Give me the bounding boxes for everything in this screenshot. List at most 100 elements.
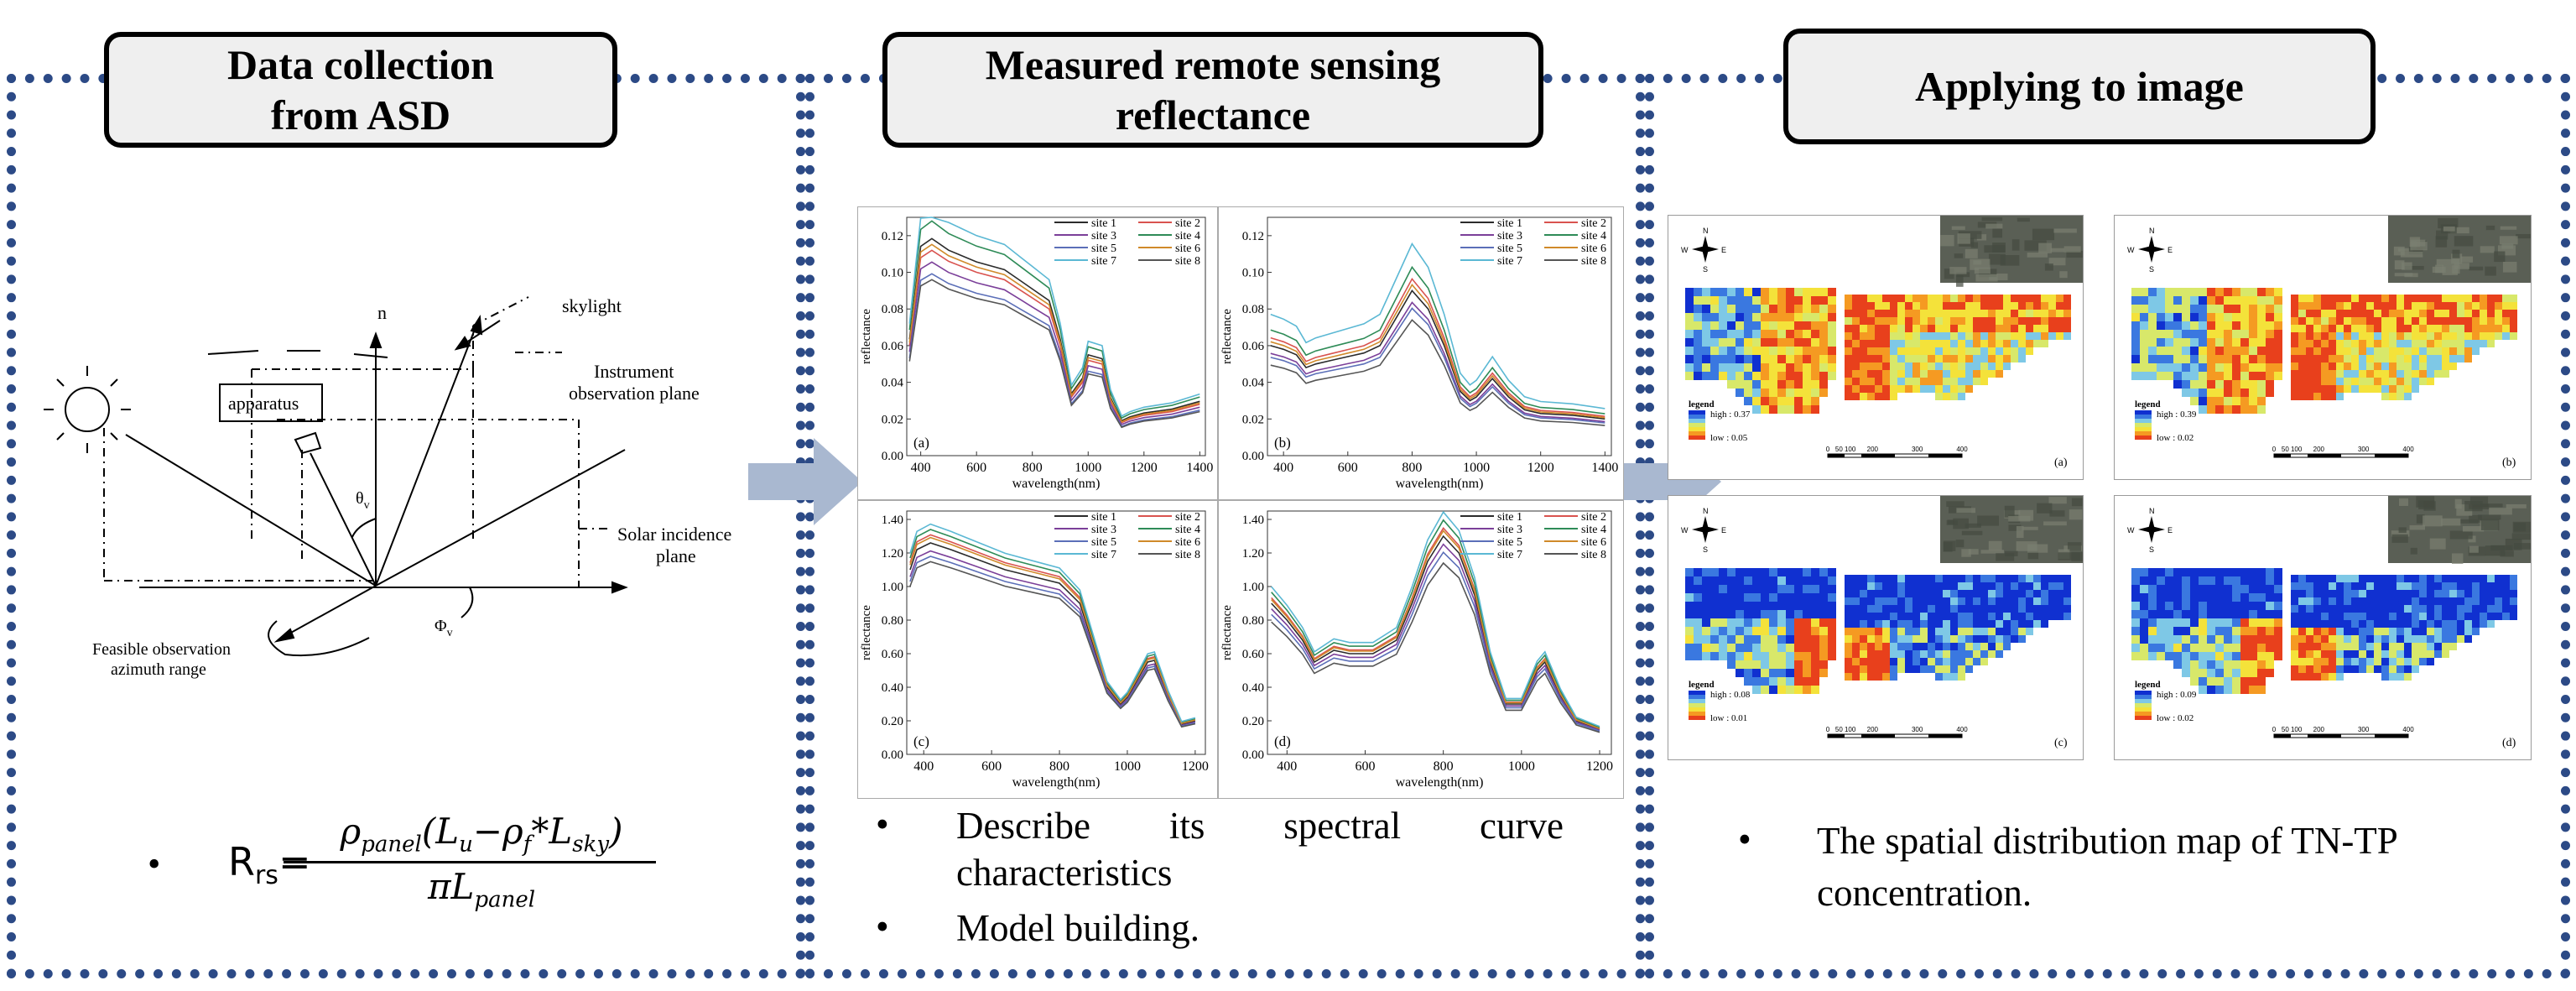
map-cell bbox=[1965, 643, 1973, 650]
map-cell bbox=[2033, 597, 2041, 605]
map-cell bbox=[2249, 288, 2257, 296]
scale-bar bbox=[1828, 734, 1845, 738]
map-cell bbox=[1694, 593, 1702, 602]
map-cell bbox=[2329, 650, 2336, 658]
map-cell bbox=[2313, 310, 2321, 317]
map-cell bbox=[1727, 347, 1736, 355]
label-solar-2: plane bbox=[656, 545, 696, 566]
map-cell bbox=[2298, 605, 2306, 613]
compass-icon bbox=[2138, 526, 2165, 533]
map-cell bbox=[2510, 582, 2517, 590]
satellite-texture bbox=[2044, 263, 2053, 271]
map-cell bbox=[2298, 325, 2306, 332]
map-cell bbox=[1794, 593, 1803, 602]
map-cell bbox=[1811, 686, 1819, 694]
map-cell bbox=[2427, 635, 2434, 643]
map-cell bbox=[2011, 295, 2018, 302]
map-cell bbox=[2041, 340, 2048, 347]
scale-bar bbox=[2274, 454, 2291, 457]
y-tick-label: 0.00 bbox=[882, 450, 903, 463]
legend-label: site 8 bbox=[1581, 255, 1606, 268]
map-cell bbox=[2434, 362, 2442, 370]
satellite-texture bbox=[1970, 242, 1979, 248]
map-cell bbox=[1950, 317, 1958, 325]
bullet-mid-1-marker: • bbox=[876, 803, 889, 845]
map-cell bbox=[1786, 405, 1794, 414]
map-cell bbox=[2464, 347, 2472, 355]
map-legend-swatch bbox=[1689, 410, 1705, 415]
map-cell bbox=[2056, 605, 2063, 613]
map-cell bbox=[1761, 330, 1769, 338]
map-cell bbox=[2412, 347, 2419, 355]
satellite-texture bbox=[2513, 543, 2532, 550]
map-cell bbox=[2240, 627, 2249, 635]
map-cell bbox=[1710, 355, 1719, 363]
compass-letter: N bbox=[2149, 227, 2155, 235]
map-cell bbox=[2404, 347, 2412, 355]
map-cell bbox=[1996, 332, 2003, 340]
map-cell bbox=[2336, 332, 2344, 340]
map-cell bbox=[2472, 317, 2480, 325]
map-cell bbox=[1719, 610, 1727, 618]
map-cell bbox=[1867, 378, 1875, 385]
map-cell bbox=[2157, 288, 2165, 296]
map-cell bbox=[2336, 582, 2344, 590]
map-cell bbox=[2003, 295, 2011, 302]
map-cell bbox=[2266, 313, 2274, 321]
scale-bar-label: 300 bbox=[1912, 446, 1923, 453]
map-cell bbox=[2396, 317, 2404, 325]
map-cell bbox=[1761, 602, 1769, 610]
map-cell bbox=[2487, 582, 2495, 590]
map-cell bbox=[2003, 317, 2011, 325]
legend-label: site 8 bbox=[1175, 549, 1200, 561]
map-cell bbox=[1965, 378, 1973, 385]
map-cell bbox=[2249, 585, 2257, 593]
map-cell bbox=[1905, 575, 1912, 582]
map-cell bbox=[1727, 585, 1736, 593]
map-cell bbox=[2480, 620, 2487, 628]
map-cell bbox=[1769, 372, 1777, 380]
map-cell bbox=[1761, 627, 1769, 635]
map-cell bbox=[2344, 385, 2351, 393]
map-cell bbox=[2419, 302, 2427, 310]
map-cell bbox=[1867, 665, 1875, 673]
map-cell bbox=[2374, 317, 2381, 325]
map-cell bbox=[1980, 605, 1988, 613]
map-cell bbox=[1803, 618, 1811, 627]
map-cell bbox=[1744, 610, 1752, 618]
map-cell bbox=[2003, 355, 2011, 362]
satellite-texture bbox=[2502, 261, 2517, 273]
map-cell bbox=[1744, 627, 1752, 635]
map-cell bbox=[2306, 347, 2313, 355]
map-cell bbox=[1710, 644, 1719, 652]
map-cell bbox=[2215, 660, 2224, 669]
map-cell bbox=[1867, 620, 1875, 628]
map-cell bbox=[2157, 305, 2165, 313]
map-cell bbox=[1890, 310, 1897, 317]
map-legend-swatch bbox=[1689, 695, 1705, 699]
map-cell bbox=[1803, 380, 1811, 389]
map-cell bbox=[1875, 620, 1882, 628]
map-cell bbox=[2056, 582, 2063, 590]
label-n: n bbox=[377, 302, 387, 323]
map-cell bbox=[2419, 590, 2427, 597]
map-cell bbox=[2329, 370, 2336, 378]
map-cell bbox=[2207, 355, 2215, 363]
satellite-texture bbox=[1976, 234, 1987, 241]
map-cell bbox=[2442, 643, 2449, 650]
map-cell bbox=[1897, 635, 1905, 643]
map-cell bbox=[2457, 310, 2464, 317]
map-cell bbox=[2313, 613, 2321, 620]
map-cell bbox=[2412, 613, 2419, 620]
map-cell bbox=[1980, 310, 1988, 317]
map-cell bbox=[1988, 620, 1996, 628]
map-cell bbox=[1786, 372, 1794, 380]
map-cell bbox=[2140, 644, 2148, 652]
map-cell bbox=[2464, 317, 2472, 325]
map-cell bbox=[2412, 650, 2419, 658]
map-cell bbox=[1897, 613, 1905, 620]
map-cell bbox=[2274, 644, 2282, 652]
map-cell bbox=[2427, 643, 2434, 650]
map-cell bbox=[1685, 602, 1694, 610]
map-cell bbox=[1943, 665, 1950, 673]
